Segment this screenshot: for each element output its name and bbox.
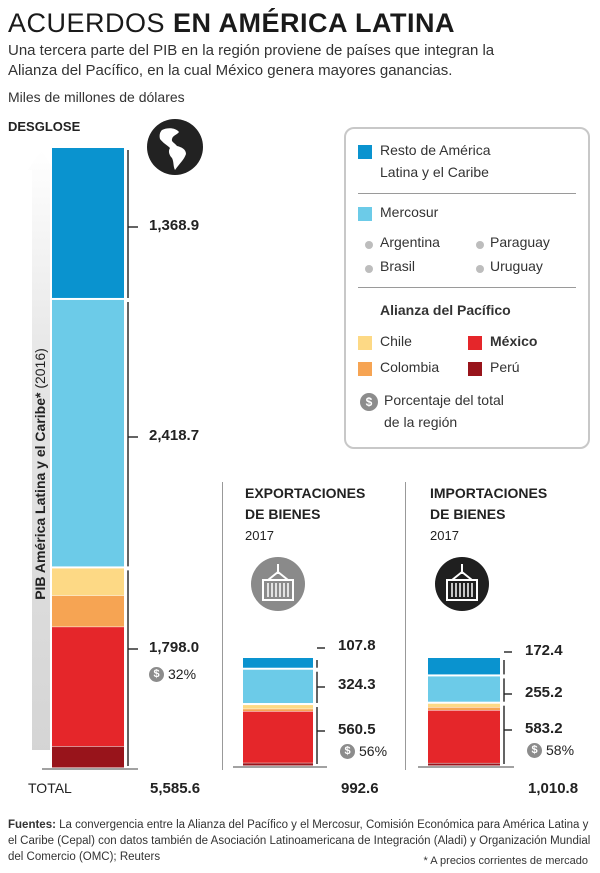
legend-swatch-mexico <box>468 336 482 350</box>
legend-peru: Perú <box>490 359 520 375</box>
legend-mercosur: Mercosur <box>380 204 439 220</box>
legend-pct-line1: Porcentaje del total <box>384 392 504 408</box>
bar-segment-chile <box>52 568 124 596</box>
units-label: Miles de millones de dólares <box>8 89 185 105</box>
bar-segment-resto <box>52 148 124 298</box>
title-bold: EN AMÉRICA LATINA <box>173 8 456 38</box>
main-value-resto: 1,368.9 <box>149 217 200 234</box>
exports-value-mercosur: 324.3 <box>338 676 376 693</box>
legend-colombia: Colombia <box>380 359 440 375</box>
subtitle-line-1: Una tercera parte del PIB en la región p… <box>8 42 495 59</box>
legend-swatch-colombia <box>358 362 372 376</box>
bar-segment-mxico <box>243 711 313 763</box>
legend-dot <box>476 241 484 249</box>
bar-segment-colombia <box>243 709 313 712</box>
imports-year: 2017 <box>430 528 459 543</box>
main-value-alianza: 1,798.0 <box>149 639 200 656</box>
legend-swatch-peru <box>468 362 482 376</box>
dollar-icon: $ <box>149 666 164 682</box>
total-label: TOTAL <box>28 780 72 796</box>
sources-text: La convergencia entre la Alianza del Pac… <box>8 819 591 863</box>
exports-title-line2: DE BIENES <box>245 506 321 522</box>
legend-resto-line2: Latina y el Caribe <box>380 164 489 180</box>
title-light: ACUERDOS <box>8 8 174 38</box>
total-imports: 1,010.8 <box>528 780 579 797</box>
legend-resto-line1: Resto de América <box>380 142 491 158</box>
total-exports: 992.6 <box>341 780 379 797</box>
exports-pct-value: 56% <box>359 743 388 759</box>
bar-segment-mercosur <box>52 299 124 567</box>
bar-segment-per <box>428 763 500 766</box>
legend-divider <box>358 193 576 194</box>
imports-value-alianza: 583.2 <box>525 720 563 737</box>
legend-swatch-mercosur <box>358 207 372 221</box>
globe-icon <box>146 118 204 181</box>
bar-segment-mercosur <box>428 676 500 702</box>
exports-year: 2017 <box>245 528 274 543</box>
imports-value-mercosur: 255.2 <box>525 684 563 701</box>
axis-arrow-shape <box>28 150 54 750</box>
bar-segment-chile <box>428 703 500 708</box>
imports-title-line2: DE BIENES <box>430 506 506 522</box>
dollar-icon: $ <box>360 393 378 411</box>
dollar-icon: $ <box>527 742 542 758</box>
imports-value-resto: 172.4 <box>525 642 563 659</box>
bar-segment-mercosur <box>243 669 313 704</box>
bar-segment-per <box>243 763 313 766</box>
legend-dot <box>365 241 373 249</box>
bar-segment-resto <box>428 658 500 675</box>
legend-mexico: México <box>490 333 538 349</box>
legend: Resto de América Latina y el Caribe Merc… <box>344 127 590 449</box>
main-pct-value: 32% <box>168 666 197 682</box>
legend-swatch-chile <box>358 336 372 350</box>
pib-axis: PIB América Latina y el Caribe* (2016) <box>28 150 54 760</box>
legend-paraguay: Paraguay <box>490 234 550 250</box>
bar-segment-per <box>52 746 124 768</box>
legend-uruguay: Uruguay <box>490 258 543 274</box>
dollar-icon: $ <box>340 743 355 759</box>
section-divider <box>222 482 223 770</box>
exports-pct: $56% <box>340 743 387 759</box>
page-title: ACUERDOS EN AMÉRICA LATINA <box>8 8 455 39</box>
sources-footer: Fuentes: La convergencia entre la Alianz… <box>8 817 592 865</box>
legend-dot <box>365 265 373 273</box>
bar-segment-colombia <box>52 595 124 627</box>
container-icon <box>250 556 306 617</box>
sources-label: Fuentes: <box>8 819 56 831</box>
bar-segment-mxico <box>428 710 500 763</box>
section-divider <box>405 482 406 770</box>
legend-divider <box>358 287 576 288</box>
legend-swatch-resto <box>358 145 372 159</box>
imports-title-line1: IMPORTACIONES <box>430 485 548 501</box>
subtitle-line-2: Alianza del Pacífico, en la cual México … <box>8 62 453 79</box>
imports-pct: $58% <box>527 742 574 758</box>
desglose-label: DESGLOSE <box>8 119 81 134</box>
bar-segment-resto <box>243 658 313 668</box>
legend-alianza-title: Alianza del Pacífico <box>380 302 511 318</box>
bar-segment-mxico <box>52 627 124 747</box>
exports-title-line1: EXPORTACIONES <box>245 485 366 501</box>
main-value-mercosur: 2,418.7 <box>149 427 200 444</box>
exports-value-resto: 107.8 <box>338 637 376 654</box>
legend-dot <box>476 265 484 273</box>
legend-pct-line2: de la región <box>384 414 458 430</box>
legend-chile: Chile <box>380 333 412 349</box>
bar-segment-colombia <box>428 707 500 711</box>
container-icon <box>434 556 490 617</box>
main-pct: $32% <box>149 666 196 682</box>
exports-value-alianza: 560.5 <box>338 721 376 738</box>
bar-segment-chile <box>243 705 313 709</box>
legend-argentina: Argentina <box>380 234 440 250</box>
footnote: * A precios corrientes de mercado <box>423 855 588 867</box>
legend-brasil: Brasil <box>380 258 416 274</box>
imports-pct-value: 58% <box>546 742 575 758</box>
total-main: 5,585.6 <box>150 780 201 797</box>
